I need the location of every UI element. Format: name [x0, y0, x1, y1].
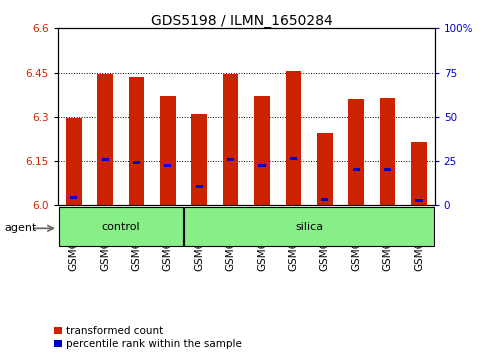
Bar [317, 133, 333, 205]
Bar [66, 118, 82, 205]
Bar [70, 196, 77, 199]
Bar [223, 74, 239, 205]
Bar [184, 207, 434, 246]
Bar [58, 207, 183, 246]
Bar [191, 114, 207, 205]
Text: agent: agent [5, 223, 37, 233]
Bar [254, 96, 270, 205]
Bar [411, 142, 427, 205]
Bar [321, 198, 328, 201]
Bar [384, 169, 391, 171]
Text: silica: silica [295, 222, 323, 232]
Bar [290, 157, 297, 160]
Bar [258, 164, 266, 167]
Bar [353, 169, 360, 171]
Bar [380, 98, 396, 205]
Text: GDS5198 / ILMN_1650284: GDS5198 / ILMN_1650284 [151, 14, 332, 28]
Bar [128, 77, 144, 205]
Bar [160, 96, 176, 205]
Bar [285, 71, 301, 205]
Bar [101, 158, 109, 161]
Bar [348, 99, 364, 205]
Bar [227, 158, 234, 161]
Bar [133, 161, 140, 164]
Bar [97, 74, 113, 205]
Bar [164, 164, 171, 167]
Text: control: control [101, 222, 140, 232]
Bar [415, 199, 423, 202]
Legend: transformed count, percentile rank within the sample: transformed count, percentile rank withi… [54, 326, 242, 349]
Bar [196, 185, 203, 188]
